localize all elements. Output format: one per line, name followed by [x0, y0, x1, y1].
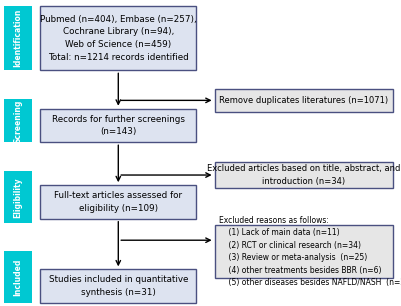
- FancyBboxPatch shape: [4, 251, 32, 303]
- Text: Pubmed (n=404), Embase (n=257),
Cochrane Library (n=94),
Web of Science (n=459)
: Pubmed (n=404), Embase (n=257), Cochrane…: [40, 15, 196, 62]
- FancyBboxPatch shape: [215, 162, 393, 188]
- Text: Screening: Screening: [14, 99, 22, 143]
- FancyBboxPatch shape: [4, 99, 32, 142]
- Text: Included: Included: [14, 258, 22, 296]
- Text: Excluded reasons as follows:
    (1) Lack of main data (n=11)
    (2) RCT or cli: Excluded reasons as follows: (1) Lack of…: [219, 216, 401, 287]
- Text: Excluded articles based on title, abstract, and
introduction (n=34): Excluded articles based on title, abstra…: [207, 164, 401, 186]
- Text: Remove duplicates literatures (n=1071): Remove duplicates literatures (n=1071): [219, 96, 388, 105]
- Text: Records for further screenings
(n=143): Records for further screenings (n=143): [52, 115, 185, 136]
- FancyBboxPatch shape: [215, 225, 393, 278]
- FancyBboxPatch shape: [40, 269, 196, 303]
- Text: Identification: Identification: [14, 9, 22, 67]
- Text: Full-text articles assessed for
eligibility (n=109): Full-text articles assessed for eligibil…: [54, 191, 182, 213]
- FancyBboxPatch shape: [40, 185, 196, 219]
- FancyBboxPatch shape: [4, 6, 32, 70]
- FancyBboxPatch shape: [4, 171, 32, 223]
- Text: Studies included in quantitative
synthesis (n=31): Studies included in quantitative synthes…: [49, 275, 188, 297]
- FancyBboxPatch shape: [215, 89, 393, 112]
- FancyBboxPatch shape: [40, 109, 196, 142]
- Text: Eligibility: Eligibility: [14, 177, 22, 218]
- FancyBboxPatch shape: [40, 6, 196, 70]
